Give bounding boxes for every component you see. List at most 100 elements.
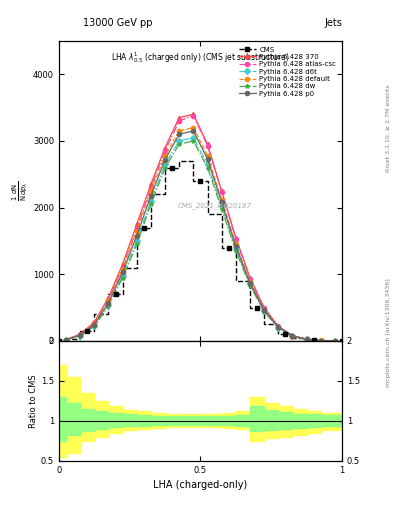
Pythia 6.428 dw xyxy=(332,338,337,344)
Pythia 6.428 370 xyxy=(92,319,97,325)
Pythia 6.428 dw xyxy=(290,333,295,339)
Pythia 6.428 370 xyxy=(262,305,266,311)
Pythia 6.428 d6t xyxy=(163,161,167,167)
Pythia 6.428 atlas-csc xyxy=(163,148,167,154)
Pythia 6.428 370 xyxy=(191,111,196,117)
Pythia 6.428 p0 xyxy=(248,280,252,286)
Pythia 6.428 atlas-csc xyxy=(120,265,125,271)
Pythia 6.428 370 xyxy=(304,336,309,342)
Pythia 6.428 atlas-csc xyxy=(276,324,281,330)
Pythia 6.428 default xyxy=(233,241,238,247)
Pythia 6.428 dw xyxy=(262,308,266,314)
Pythia 6.428 p0 xyxy=(262,307,266,313)
Pythia 6.428 p0 xyxy=(177,131,182,137)
Pythia 6.428 d6t xyxy=(304,336,309,343)
Pythia 6.428 atlas-csc xyxy=(92,320,97,326)
Pythia 6.428 dw xyxy=(276,325,281,331)
Pythia 6.428 370 xyxy=(78,331,83,337)
Pythia 6.428 dw xyxy=(163,164,167,170)
Pythia 6.428 d6t xyxy=(92,323,97,329)
Pythia 6.428 atlas-csc xyxy=(233,236,238,242)
Pythia 6.428 d6t xyxy=(276,325,281,331)
Pythia 6.428 d6t xyxy=(248,281,252,287)
Pythia 6.428 dw xyxy=(92,323,97,329)
Pythia 6.428 p0 xyxy=(191,128,196,134)
Pythia 6.428 atlas-csc xyxy=(318,337,323,344)
Pythia 6.428 d6t xyxy=(219,203,224,209)
Pythia 6.428 370 xyxy=(149,181,153,187)
Pythia 6.428 d6t xyxy=(134,238,139,244)
Line: Pythia 6.428 d6t: Pythia 6.428 d6t xyxy=(64,136,337,343)
Pythia 6.428 p0 xyxy=(318,337,323,344)
Pythia 6.428 dw xyxy=(205,164,210,170)
Pythia 6.428 default xyxy=(163,153,167,159)
Pythia 6.428 atlas-csc xyxy=(177,118,182,124)
Pythia 6.428 atlas-csc xyxy=(106,296,111,303)
Pythia 6.428 p0 xyxy=(219,199,224,205)
Pythia 6.428 atlas-csc xyxy=(64,336,68,343)
Pythia 6.428 370 xyxy=(233,234,238,241)
Pythia 6.428 default xyxy=(64,336,68,343)
Pythia 6.428 dw xyxy=(120,274,125,281)
Pythia 6.428 default xyxy=(78,332,83,338)
Pythia 6.428 d6t xyxy=(177,138,182,144)
Pythia 6.428 p0 xyxy=(163,157,167,163)
Pythia 6.428 default xyxy=(191,124,196,131)
Pythia 6.428 p0 xyxy=(290,333,295,339)
Pythia 6.428 d6t xyxy=(120,272,125,279)
Pythia 6.428 p0 xyxy=(106,300,111,306)
Pythia 6.428 atlas-csc xyxy=(78,331,83,337)
Pythia 6.428 dw xyxy=(191,138,196,144)
Pythia 6.428 atlas-csc xyxy=(134,226,139,232)
Pythia 6.428 default xyxy=(205,153,210,159)
Pythia 6.428 default xyxy=(262,307,266,313)
Pythia 6.428 p0 xyxy=(78,332,83,338)
Pythia 6.428 d6t xyxy=(149,198,153,204)
Pythia 6.428 p0 xyxy=(120,269,125,275)
Pythia 6.428 d6t xyxy=(318,337,323,344)
Pythia 6.428 default xyxy=(134,228,139,234)
Pythia 6.428 default xyxy=(177,128,182,134)
Pythia 6.428 dw xyxy=(64,337,68,343)
Pythia 6.428 370 xyxy=(134,221,139,227)
Pythia 6.428 370 xyxy=(219,188,224,194)
Pythia 6.428 370 xyxy=(205,141,210,147)
Pythia 6.428 atlas-csc xyxy=(219,189,224,195)
Text: mcplots.cern.ch [arXiv:1306.3436]: mcplots.cern.ch [arXiv:1306.3436] xyxy=(386,279,391,387)
Pythia 6.428 370 xyxy=(64,336,68,343)
Pythia 6.428 default xyxy=(149,188,153,194)
Pythia 6.428 d6t xyxy=(262,308,266,314)
Line: Pythia 6.428 default: Pythia 6.428 default xyxy=(64,125,337,343)
Pythia 6.428 p0 xyxy=(276,324,281,330)
Pythia 6.428 dw xyxy=(233,248,238,254)
Pythia 6.428 d6t xyxy=(205,161,210,167)
Pythia 6.428 default xyxy=(219,197,224,203)
Pythia 6.428 370 xyxy=(332,338,337,344)
Pythia 6.428 370 xyxy=(163,144,167,151)
Pythia 6.428 p0 xyxy=(149,193,153,199)
Y-axis label: $\frac{1}{\mathrm{N}} \frac{d\mathrm{N}}{d p_\mathrm{\lambda}}$: $\frac{1}{\mathrm{N}} \frac{d\mathrm{N}}… xyxy=(11,181,30,201)
Pythia 6.428 dw xyxy=(106,303,111,309)
Line: Pythia 6.428 atlas-csc: Pythia 6.428 atlas-csc xyxy=(64,114,337,343)
Pythia 6.428 p0 xyxy=(64,337,68,343)
Pythia 6.428 dw xyxy=(318,337,323,344)
Line: Pythia 6.428 dw: Pythia 6.428 dw xyxy=(64,139,337,343)
Pythia 6.428 d6t xyxy=(106,302,111,308)
Pythia 6.428 p0 xyxy=(304,336,309,343)
Pythia 6.428 default xyxy=(304,336,309,343)
Pythia 6.428 370 xyxy=(248,274,252,281)
Pythia 6.428 p0 xyxy=(134,232,139,239)
Y-axis label: Ratio to CMS: Ratio to CMS xyxy=(29,374,38,428)
Pythia 6.428 atlas-csc xyxy=(332,338,337,344)
Pythia 6.428 370 xyxy=(318,337,323,344)
Pythia 6.428 d6t xyxy=(191,135,196,141)
Text: Rivet 3.1.10, ≥ 2.7M events: Rivet 3.1.10, ≥ 2.7M events xyxy=(386,84,391,172)
Pythia 6.428 dw xyxy=(219,206,224,212)
Pythia 6.428 dw xyxy=(78,333,83,339)
Pythia 6.428 dw xyxy=(149,201,153,207)
X-axis label: LHA (charged-only): LHA (charged-only) xyxy=(153,480,248,490)
Pythia 6.428 dw xyxy=(248,283,252,289)
Pythia 6.428 dw xyxy=(134,241,139,247)
Pythia 6.428 dw xyxy=(177,141,182,147)
Pythia 6.428 370 xyxy=(106,294,111,301)
